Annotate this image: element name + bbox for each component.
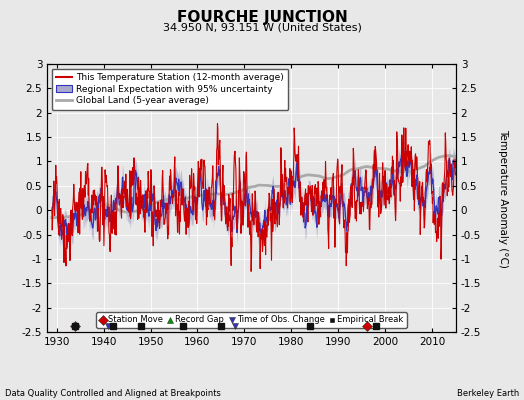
Y-axis label: Temperature Anomaly (°C): Temperature Anomaly (°C) [498,128,508,268]
Legend: Station Move, Record Gap, Time of Obs. Change, Empirical Break: Station Move, Record Gap, Time of Obs. C… [96,312,407,328]
Text: FOURCHE JUNCTION: FOURCHE JUNCTION [177,10,347,25]
Text: 34.950 N, 93.151 W (United States): 34.950 N, 93.151 W (United States) [162,22,362,32]
Text: Berkeley Earth: Berkeley Earth [456,389,519,398]
Text: Data Quality Controlled and Aligned at Breakpoints: Data Quality Controlled and Aligned at B… [5,389,221,398]
